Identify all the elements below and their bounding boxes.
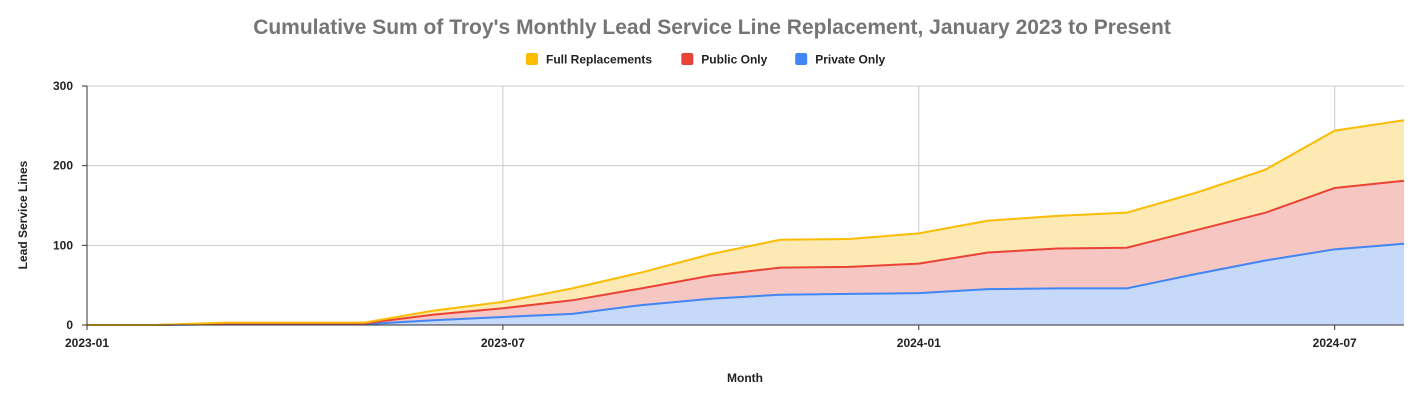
x-tick-label: 2023-07 <box>481 336 525 350</box>
line-full-replacements <box>87 119 1405 326</box>
legend-swatch <box>526 53 538 65</box>
y-tick-label: 300 <box>53 79 73 93</box>
legend-label: Public Only <box>701 53 767 67</box>
legend-swatch <box>681 53 694 65</box>
y-tick-label: 100 <box>53 238 73 252</box>
x-axis-title: Month <box>727 371 763 385</box>
legend-item-private-only[interactable]: Private Only <box>795 53 886 67</box>
legend-swatch <box>795 53 808 65</box>
legend-item-full-replacements[interactable]: Full Replacements <box>526 53 652 67</box>
axes: 0 100 200 300 2023-01 2023-07 2024-01 2024-07 <box>53 79 1404 350</box>
y-tick-label: 0 <box>66 318 73 332</box>
y-axis-title: Lead Service Lines <box>16 160 30 269</box>
series-areas <box>87 120 1404 325</box>
legend-item-public-only[interactable]: Public Only <box>681 53 768 67</box>
series-lines <box>87 119 1405 326</box>
area-full-replacements <box>87 120 1404 325</box>
x-tick-label: 2024-01 <box>897 336 941 350</box>
area-private-only <box>87 243 1404 325</box>
chart-title: Cumulative Sum of Troy's Monthly Lead Se… <box>253 16 1171 39</box>
legend-label: Private Only <box>815 53 885 67</box>
y-tick-label: 200 <box>53 159 73 173</box>
x-tick-label: 2024-07 <box>1313 336 1357 350</box>
legend[interactable]: Full Replacements Public Only Private Only <box>526 53 886 67</box>
legend-label: Full Replacements <box>546 53 652 67</box>
x-tick-label: 2023-01 <box>65 336 109 350</box>
